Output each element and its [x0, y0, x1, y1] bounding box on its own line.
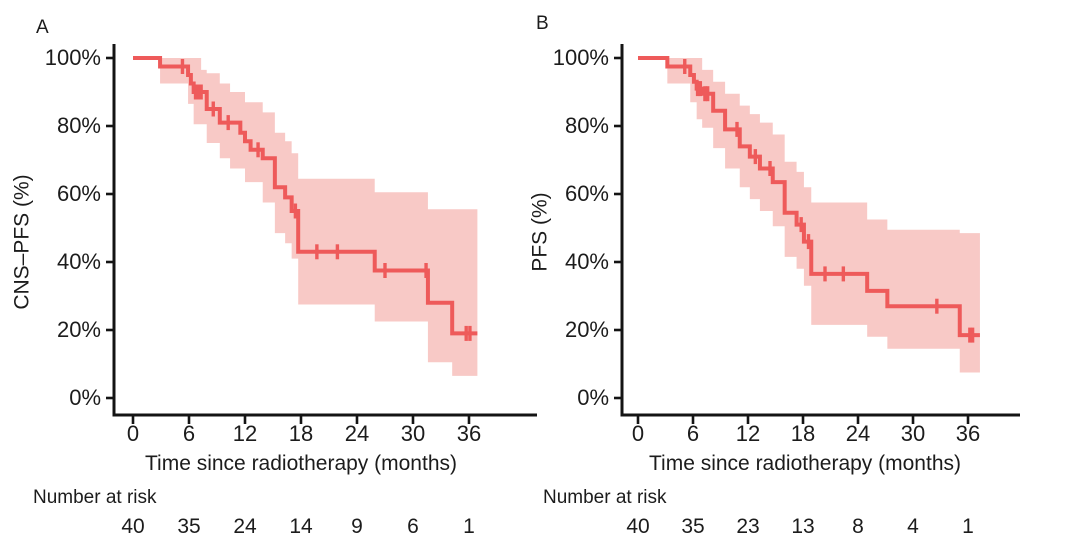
y-tick-label: 60% [57, 181, 101, 206]
risk-count: 9 [351, 515, 363, 538]
risk-count: 40 [121, 515, 144, 538]
risk-count: 8 [852, 515, 864, 538]
y-tick-label: 80% [565, 113, 609, 138]
panel-a-number-at-risk-label: Number at risk [33, 487, 157, 508]
x-tick-label: 36 [457, 421, 481, 446]
y-tick-label: 0% [69, 385, 101, 410]
x-tick-label: 0 [127, 421, 139, 446]
risk-count: 14 [289, 515, 313, 538]
x-tick-label: 0 [632, 421, 644, 446]
survival-step-curve [133, 56, 478, 336]
risk-count: 40 [626, 515, 649, 538]
risk-count: 35 [681, 515, 704, 538]
x-tick-label: 24 [846, 421, 870, 446]
risk-count: 24 [233, 515, 257, 538]
panel-b-km-plot: 0 6 12 18 24 30 360%20%40%60%80%100%40 35 23 13 8 4… [553, 44, 1020, 538]
y-tick-label: 20% [565, 317, 609, 342]
x-tick-label: 12 [736, 421, 760, 446]
y-tick-label: 80% [57, 113, 101, 138]
confidence-interval-band [667, 58, 980, 373]
y-tick-label: 0% [577, 385, 609, 410]
confidence-interval-band [160, 58, 478, 376]
panel-a-x-axis-title: Time since radiotherapy (months) [144, 452, 457, 475]
x-tick-label: 18 [791, 421, 815, 446]
risk-count: 1 [463, 515, 475, 538]
risk-count: 35 [177, 515, 200, 538]
risk-count: 23 [736, 515, 759, 538]
panel-b-x-axis-title: Time since radiotherapy (months) [648, 452, 961, 475]
risk-count: 4 [907, 515, 919, 538]
x-tick-label: 30 [401, 421, 425, 446]
x-tick-label: 6 [183, 421, 195, 446]
number-at-risk-row: 40 35 24 14 9 6 1 [121, 515, 475, 538]
number-at-risk-row: 40 35 23 13 8 4 1 [626, 515, 974, 538]
panel-b-letter: B [536, 13, 549, 34]
y-tick-label: 40% [57, 249, 101, 274]
y-tick-label: 40% [565, 249, 609, 274]
censor-marks [180, 59, 472, 341]
x-tick-label: 24 [345, 421, 369, 446]
axes [614, 44, 1020, 424]
x-tick-label: 18 [289, 421, 313, 446]
censor-marks [683, 59, 975, 343]
y-tick-label: 100% [45, 45, 101, 70]
panel-b-number-at-risk-label: Number at risk [543, 487, 667, 508]
x-tick-label: 30 [901, 421, 925, 446]
y-tick-label: 100% [553, 45, 609, 70]
risk-count: 1 [962, 515, 974, 538]
panel-a-letter: A [36, 17, 49, 38]
risk-count: 13 [791, 515, 814, 538]
risk-count: 6 [407, 515, 419, 538]
x-tick-label: 12 [233, 421, 257, 446]
y-tick-label: 20% [57, 317, 101, 342]
axes [106, 44, 537, 424]
x-tick-label: 36 [956, 421, 980, 446]
y-tick-label: 60% [565, 181, 609, 206]
panel-a-km-plot: 0 6 12 18 24 30 36 0% 20% 40% 60% 80% 100% 40 35 24 14 9 6… [45, 44, 537, 538]
x-tick-label: 6 [687, 421, 699, 446]
